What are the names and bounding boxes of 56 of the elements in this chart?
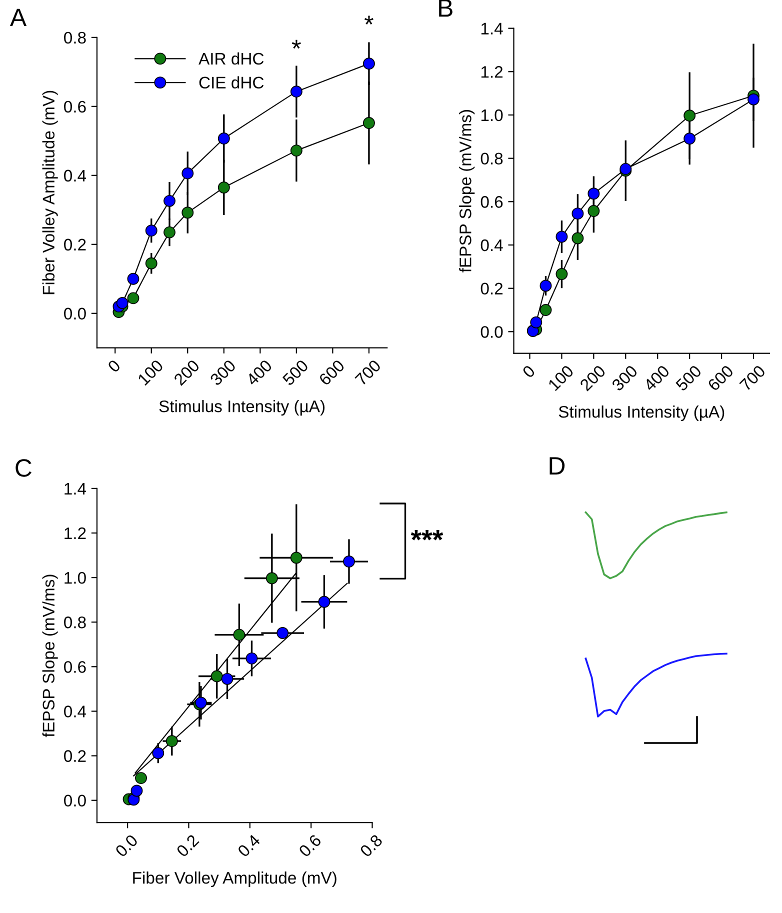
x-tick-label: 500: [675, 364, 702, 392]
y-tick-label: 0.4: [480, 239, 503, 252]
x-tick-label: 400: [245, 359, 273, 386]
x-tick-label: 0: [522, 364, 536, 378]
y-tick-label: 0.0: [480, 326, 503, 338]
x-tick-label: 600: [707, 364, 734, 392]
y-axis-title: fEPSP Slope (mV/ms): [459, 110, 475, 272]
x-tick-label: 200: [173, 359, 200, 386]
y-tick-label: 0.2: [64, 750, 86, 762]
x-tick-label: 300: [611, 364, 638, 392]
x-tick-label: 300: [209, 359, 236, 386]
y-tick-label: 0.6: [64, 100, 86, 113]
x-tick-label: 0: [107, 359, 122, 374]
chart-title: A: [10, 8, 27, 26]
x-tick-label: 0.4: [236, 834, 261, 858]
x-tick-label: 0.2: [176, 834, 200, 858]
x-axis-title: Fiber Volley Amplitude (mV): [133, 872, 336, 888]
y-tick-label: 1.2: [481, 66, 503, 78]
y-tick-label: 0.6: [64, 661, 86, 673]
x-tick-label: 200: [579, 364, 606, 392]
y-tick-label: 1.4: [64, 483, 86, 494]
y-tick-label: 0.8: [480, 152, 503, 165]
y-axis-title: Fiber Volley Amplitude (mV): [42, 90, 58, 294]
x-axis-title: Stimulus Intensity (µA): [159, 400, 325, 416]
y-tick-label: 0.4: [64, 706, 86, 718]
x-tick-label: 600: [318, 359, 346, 386]
x-tick-label: 500: [282, 359, 309, 386]
x-tick-label: 0.0: [114, 834, 138, 858]
chart-title: C: [16, 459, 32, 477]
y-tick-label: 0.2: [480, 282, 503, 295]
y-tick-label: 1.2: [64, 527, 86, 540]
y-tick-label: 1.0: [64, 572, 86, 584]
y-tick-label: 0.8: [64, 32, 86, 44]
y-tick-label: 0.8: [64, 616, 86, 628]
x-tick-label: 0.6: [298, 834, 322, 858]
chart-title: D: [550, 457, 565, 475]
y-tick-label: 0.0: [64, 308, 86, 320]
annotation: *: [364, 16, 374, 24]
x-tick-label: 100: [137, 359, 164, 386]
x-tick-label: 0.8: [359, 834, 384, 858]
y-tick-label: 0.0: [64, 794, 86, 807]
y-axis-title: fEPSP Slope (mV/ms): [42, 574, 58, 738]
y-tick-label: 0.2: [64, 238, 86, 251]
x-tick-label: 700: [739, 364, 766, 392]
y-tick-label: 0.4: [64, 170, 86, 182]
annotation: *: [292, 40, 301, 49]
legend-label: CIE dHC: [199, 76, 264, 89]
x-axis-title: Stimulus Intensity (µA): [558, 406, 724, 422]
x-tick-label: 700: [354, 359, 382, 386]
text: ***: [410, 530, 444, 540]
y-tick-label: 0.6: [480, 196, 503, 208]
x-tick-label: 400: [642, 364, 670, 392]
legend-label: AIR dHC: [198, 52, 264, 65]
x-tick-label: 100: [548, 364, 574, 392]
y-tick-label: 1.0: [481, 109, 503, 122]
y-tick-label: 1.4: [481, 22, 503, 34]
